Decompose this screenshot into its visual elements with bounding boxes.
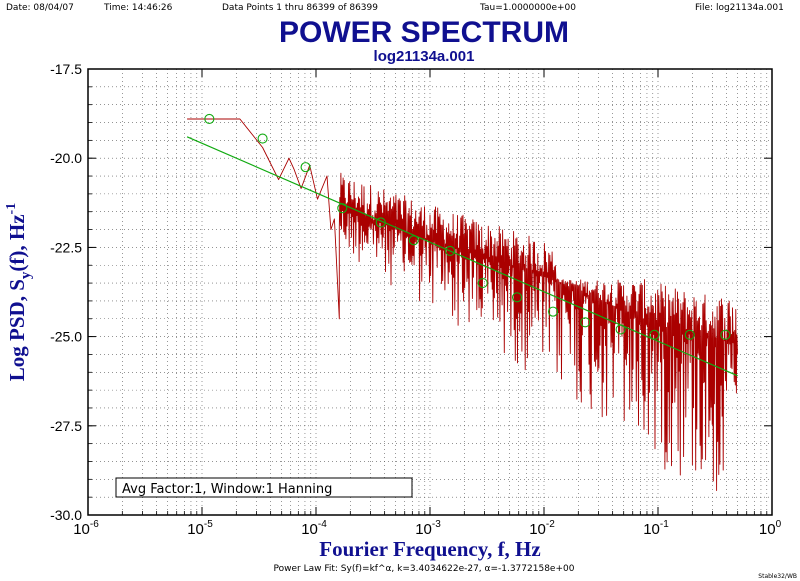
header-points: Data Points 1 thru 86399 of 86399 xyxy=(222,3,378,13)
y-tick-label: -22.5 xyxy=(50,239,82,255)
average-point xyxy=(257,133,268,144)
x-axis-ticks: 10-6 10-5 10-4 10-3 10-2 10-1 100 xyxy=(73,69,782,538)
y-tick-label: -17.5 xyxy=(50,61,82,77)
fit-line xyxy=(186,136,738,377)
average-point xyxy=(408,235,419,246)
y-axis-label-sub: y xyxy=(18,271,34,279)
x-tick-exponent: 0 xyxy=(776,519,782,530)
spectrum-line xyxy=(187,118,738,491)
x-tick-exponent: -1 xyxy=(660,519,669,530)
y-axis-label-sup: -1 xyxy=(4,203,19,215)
x-tick-base: 10 xyxy=(643,521,660,538)
y-axis-ticks: -17.5 -20.0 -22.5 -25.0 -27.5 -30.0 xyxy=(50,61,772,523)
average-point xyxy=(337,203,348,214)
y-axis-label-main: Log PSD, S xyxy=(5,279,29,381)
x-tick-exponent: -5 xyxy=(204,519,213,530)
average-point xyxy=(300,162,311,173)
x-tick-base: 10 xyxy=(301,521,318,538)
legend-box xyxy=(115,477,413,498)
average-point xyxy=(511,292,523,303)
average-point xyxy=(204,113,215,125)
header-file: File: log21134a.001 xyxy=(695,3,784,13)
plot-grid xyxy=(87,69,772,515)
average-point xyxy=(720,329,731,340)
header-time: Time: 14:46:26 xyxy=(103,3,173,13)
header-date: Date: 08/04/07 xyxy=(6,3,74,13)
average-point xyxy=(445,245,456,257)
x-tick-exponent: -2 xyxy=(546,519,555,530)
average-point xyxy=(615,324,626,335)
chart-title: POWER SPECTRUM xyxy=(279,16,569,49)
y-axis-label: Log PSD, Sy(f), Hz-1 xyxy=(4,203,34,381)
x-tick-exponent: -4 xyxy=(318,519,327,530)
x-tick-label: 10-1 xyxy=(643,519,669,538)
average-point xyxy=(580,317,591,328)
y-tick-label: -20.0 xyxy=(50,150,82,166)
y-tick-label: -27.5 xyxy=(50,418,82,434)
x-tick-base: 10 xyxy=(529,521,546,538)
x-axis-label: Fourier Frequency, f, Hz xyxy=(319,537,540,561)
spectrum-series xyxy=(187,118,738,491)
x-tick-exponent: -3 xyxy=(432,519,441,530)
x-tick-label: 10-6 xyxy=(73,519,99,538)
average-point xyxy=(547,306,559,317)
x-tick-label: 10-4 xyxy=(301,519,327,538)
y-tick-label: -30.0 xyxy=(50,507,82,523)
average-point xyxy=(375,217,386,228)
x-tick-label: 10-2 xyxy=(529,519,555,538)
chart-subtitle: log21134a.001 xyxy=(374,48,475,65)
x-tick-base: 10 xyxy=(187,521,204,538)
plot-frame xyxy=(87,68,773,516)
x-tick-label: 100 xyxy=(759,519,782,538)
legend-text: Avg Factor:1, Window:1 Hanning xyxy=(122,482,332,497)
x-tick-label: 10-3 xyxy=(415,519,441,538)
x-tick-base: 10 xyxy=(73,521,90,538)
x-tick-label: 10-5 xyxy=(187,519,213,538)
header-tau: Tau=1.0000000e+00 xyxy=(479,3,576,13)
footer-fit: Power Law Fit: Sy(f)=kf^α, k=3.4034622e-… xyxy=(274,564,575,574)
y-axis-label-mid: (f), Hz xyxy=(5,214,29,271)
footer-credit: Stable32/WB xyxy=(758,573,797,580)
x-tick-base: 10 xyxy=(759,521,776,538)
average-point xyxy=(477,278,488,289)
x-tick-base: 10 xyxy=(415,521,432,538)
average-point xyxy=(649,329,660,340)
y-tick-label: -25.0 xyxy=(50,329,82,345)
x-tick-exponent: -6 xyxy=(90,519,99,530)
averages-series xyxy=(204,113,731,340)
fit-series xyxy=(186,136,738,377)
average-point xyxy=(684,329,695,340)
